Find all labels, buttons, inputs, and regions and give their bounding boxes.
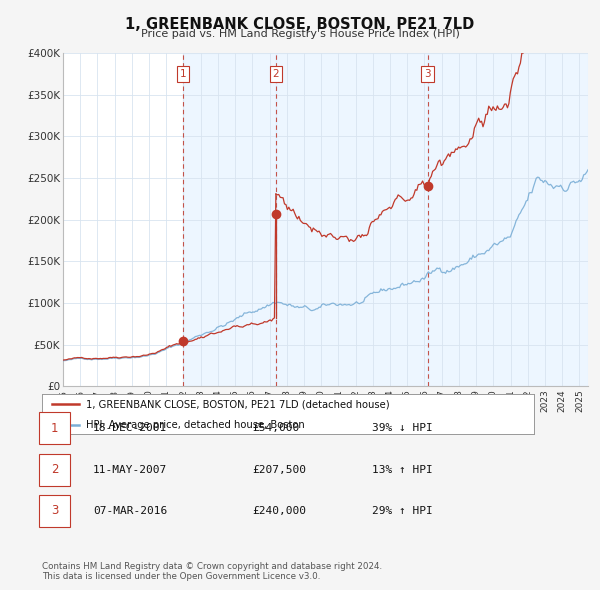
Text: 1: 1 (179, 69, 186, 79)
Text: 29% ↑ HPI: 29% ↑ HPI (372, 506, 433, 516)
Bar (276, 53, 428, 386)
Text: 1: 1 (51, 422, 58, 435)
Text: 11-MAY-2007: 11-MAY-2007 (93, 465, 167, 474)
Text: 13% ↑ HPI: 13% ↑ HPI (372, 465, 433, 474)
Bar (183, 53, 276, 386)
Text: Price paid vs. HM Land Registry's House Price Index (HPI): Price paid vs. HM Land Registry's House … (140, 29, 460, 39)
Text: HPI: Average price, detached house, Boston: HPI: Average price, detached house, Bost… (86, 420, 305, 430)
Text: £240,000: £240,000 (252, 506, 306, 516)
Text: £207,500: £207,500 (252, 465, 306, 474)
Text: 39% ↓ HPI: 39% ↓ HPI (372, 424, 433, 433)
Text: 3: 3 (424, 69, 431, 79)
Text: 18-DEC-2001: 18-DEC-2001 (93, 424, 167, 433)
Text: 2: 2 (51, 463, 58, 476)
Text: 1, GREENBANK CLOSE, BOSTON, PE21 7LD: 1, GREENBANK CLOSE, BOSTON, PE21 7LD (125, 17, 475, 31)
Bar (428, 53, 588, 386)
Text: 2: 2 (272, 69, 279, 79)
Text: 3: 3 (51, 504, 58, 517)
Text: £54,000: £54,000 (252, 424, 299, 433)
Text: 1, GREENBANK CLOSE, BOSTON, PE21 7LD (detached house): 1, GREENBANK CLOSE, BOSTON, PE21 7LD (de… (86, 399, 390, 409)
Text: Contains HM Land Registry data © Crown copyright and database right 2024.
This d: Contains HM Land Registry data © Crown c… (42, 562, 382, 581)
Text: 07-MAR-2016: 07-MAR-2016 (93, 506, 167, 516)
